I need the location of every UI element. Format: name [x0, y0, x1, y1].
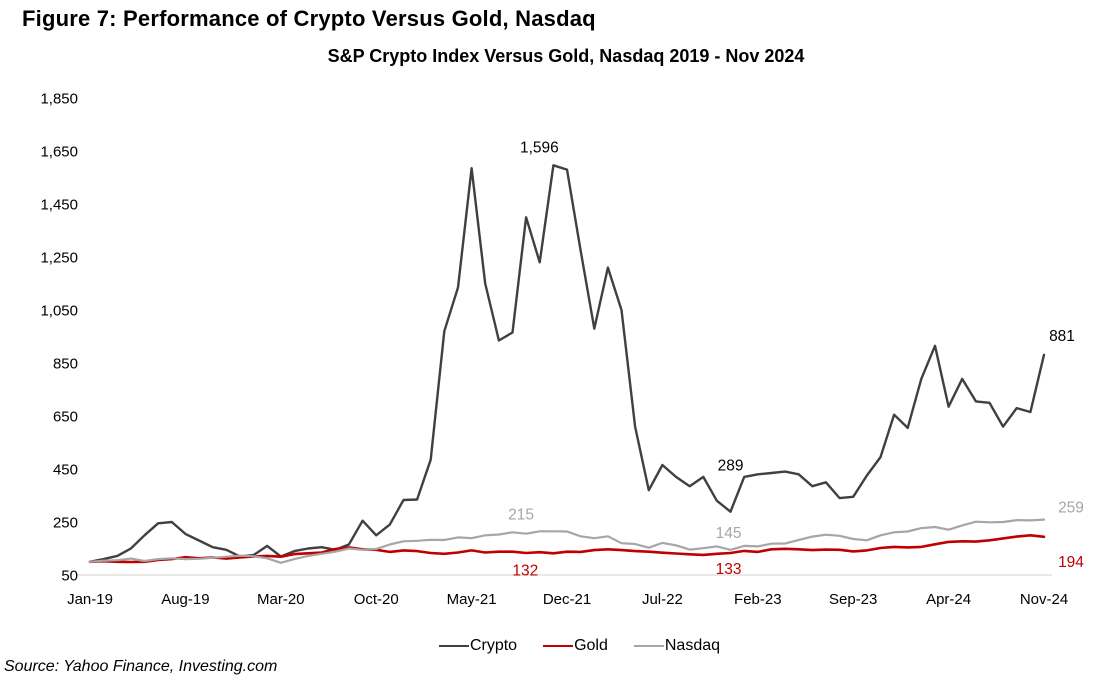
y-axis-tick-label: 50: [61, 568, 78, 585]
x-axis-tick-label: Apr-24: [926, 591, 971, 608]
y-axis-tick-label: 1,650: [40, 144, 78, 161]
x-axis-tick-labels: Jan-19 Aug-19 Mar-20 Oct-20 May-21 Dec-21 Jul-…: [67, 591, 1068, 608]
annotation-nasdaq-145: 145: [716, 525, 742, 542]
annotation-crypto-1596: 1,596: [520, 139, 559, 156]
x-axis-tick-label: Dec-21: [543, 591, 591, 608]
y-axis-tick-label: 1,850: [40, 91, 78, 108]
series-lines: [88, 164, 1046, 564]
annotation-gold-194: 194: [1058, 554, 1084, 571]
legend-label-gold: Gold: [574, 637, 608, 654]
y-axis-tick-label: 1,450: [40, 197, 78, 214]
legend-item-nasdaq: Nasdaq: [633, 637, 721, 655]
x-axis-tick-label: Mar-20: [257, 591, 305, 608]
series-line-gold: [88, 533, 1046, 564]
x-axis-tick-label: May-21: [447, 591, 497, 608]
x-axis-tick-label: Feb-23: [734, 591, 782, 608]
annotation-crypto-289: 289: [718, 458, 744, 475]
series-line-nasdaq: [88, 518, 1046, 564]
series-line-crypto: [88, 164, 1046, 563]
annotation-nasdaq-215: 215: [508, 507, 534, 524]
figure-title: Figure 7: Performance of Crypto Versus G…: [22, 6, 596, 31]
data-point-annotations: 1,596 289 881 215 145 259 132 133 194: [508, 139, 1084, 579]
annotation-gold-132: 132: [512, 562, 538, 579]
y-axis-tick-label: 850: [53, 356, 78, 373]
x-axis-tick-label: Sep-23: [829, 591, 877, 608]
y-axis-tick-label: 450: [53, 462, 78, 479]
x-axis-tick-label: Aug-19: [161, 591, 209, 608]
legend-swatch-crypto-line: [438, 645, 469, 647]
y-axis-tick-label: 1,250: [40, 250, 78, 267]
y-axis-tick-label: 250: [53, 515, 78, 532]
x-axis-tick-label: Jul-22: [642, 591, 683, 608]
y-axis-tick-label: 650: [53, 409, 78, 426]
y-axis-tick-labels: 50 250 450 650 850 1,050 1,250 1,450 1,650 1,850: [40, 91, 78, 585]
legend-item-crypto: Crypto: [438, 637, 518, 655]
annotation-nasdaq-259: 259: [1058, 500, 1084, 517]
legend-swatch-gold-line: [543, 645, 574, 647]
legend-label-nasdaq: Nasdaq: [664, 637, 721, 654]
y-axis-tick-label: 1,050: [40, 303, 78, 320]
annotation-crypto-881: 881: [1049, 328, 1075, 345]
x-axis-tick-label: Oct-20: [354, 591, 399, 608]
x-axis-tick-label: Nov-24: [1020, 591, 1068, 608]
chart-title: S&P Crypto Index Versus Gold, Nasdaq 201…: [327, 46, 805, 66]
legend-label-crypto: Crypto: [469, 637, 518, 654]
legend-swatch-nasdaq-line: [633, 645, 664, 647]
x-axis-tick-label: Jan-19: [67, 591, 113, 608]
legend-item-gold: Gold: [543, 637, 608, 655]
annotation-gold-133: 133: [716, 561, 742, 578]
legend: Crypto Gold Nasdaq: [26, 637, 1107, 655]
source-note: Source: Yahoo Finance, Investing.com: [4, 658, 278, 675]
